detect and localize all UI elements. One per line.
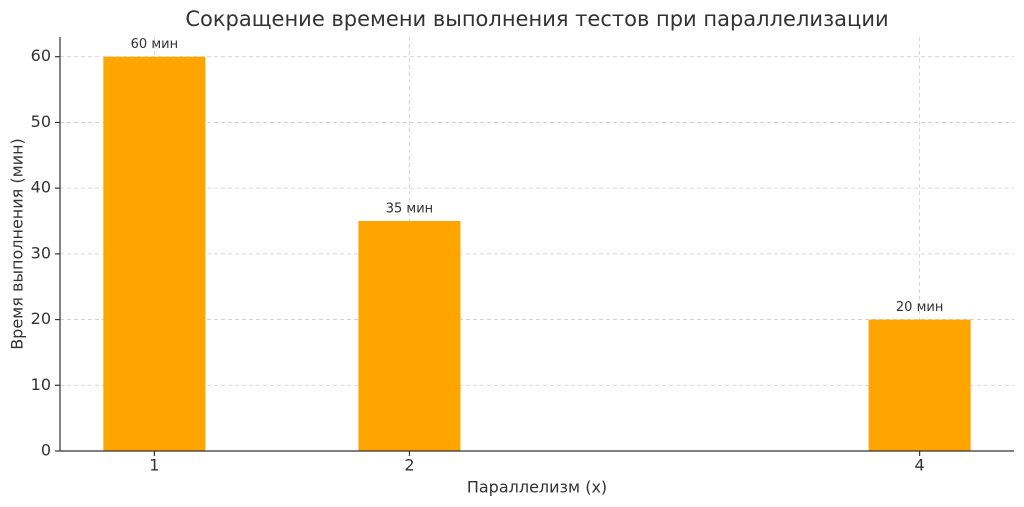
x-tick-label: 4: [915, 456, 925, 475]
bar: [358, 221, 461, 451]
y-tick-label: 0: [41, 441, 51, 460]
x-tick-label: 1: [149, 456, 159, 475]
x-tick-label: 2: [404, 456, 414, 475]
y-tick-label: 30: [31, 243, 51, 262]
value-label: 35 мин: [386, 202, 433, 217]
x-axis-label: Параллелизм (x): [467, 478, 607, 497]
value-label: 60 мин: [131, 37, 178, 52]
bar: [103, 56, 206, 451]
y-tick-label: 10: [31, 375, 51, 394]
y-axis-label: Время выполнения (мин): [8, 138, 27, 350]
y-tick-label: 60: [31, 46, 51, 65]
y-tick-label: 20: [31, 309, 51, 328]
y-tick-label: 50: [31, 112, 51, 131]
bar: [868, 319, 971, 451]
value-label: 20 мин: [896, 300, 943, 315]
chart-title: Сокращение времени выполнения тестов при…: [185, 7, 888, 31]
y-tick-label: 40: [31, 178, 51, 197]
